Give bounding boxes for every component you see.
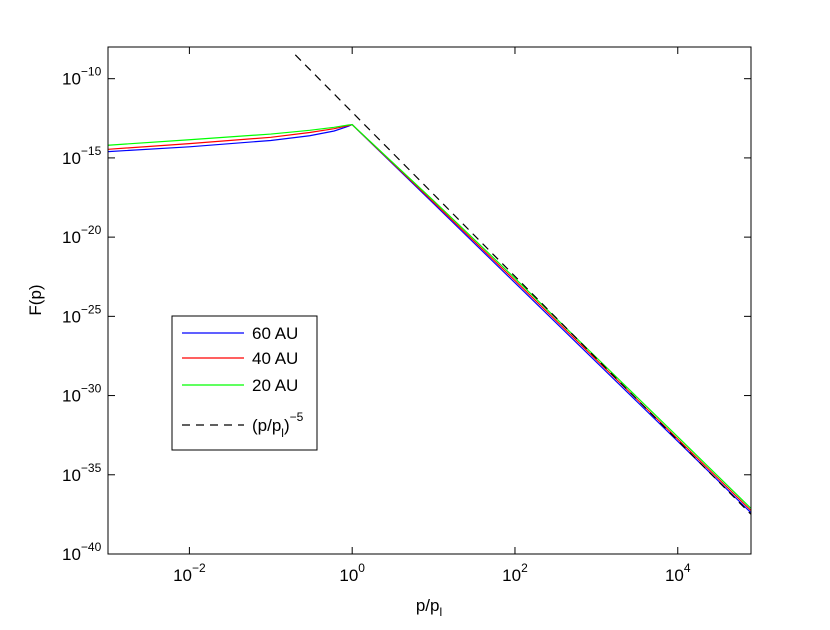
y-tick-label: 10−35: [62, 461, 102, 485]
x-axis: 10−2 100 102 104: [173, 47, 691, 585]
y-tick-label: 10−30: [62, 382, 102, 406]
series-line-3: [294, 54, 751, 515]
legend-label-1: 40 AU: [252, 349, 298, 368]
y-tick-label: 10−40: [62, 540, 102, 564]
legend-label-0: 60 AU: [252, 324, 298, 343]
x-tick-label: 104: [665, 561, 691, 585]
x-tick-label: 10−2: [173, 561, 206, 585]
legend-label-2: 20 AU: [252, 376, 298, 395]
plot-area: [108, 47, 751, 554]
y-tick-label: 10−15: [62, 144, 102, 168]
y-axis: 10−10 10−15 10−20 10−25 10−30 10−35 10−40: [62, 65, 751, 564]
x-tick-label: 102: [502, 561, 528, 585]
x-tick-label: 100: [339, 561, 365, 585]
x-axis-label: p/pl: [416, 596, 442, 619]
plot-frame: [107, 46, 752, 555]
legend-box: [171, 315, 318, 451]
y-tick-label: 10−10: [62, 65, 102, 89]
y-tick-label: 10−20: [62, 223, 102, 247]
series-line-2: [108, 124, 751, 509]
legend-label-3: (p/pl)−5: [252, 410, 304, 440]
series-group: [108, 54, 751, 515]
y-axis-label: F(p): [26, 284, 45, 315]
legend: 60 AU 40 AU 20 AU (p/pl)−5: [171, 315, 318, 451]
y-tick-label: 10−25: [62, 302, 102, 326]
